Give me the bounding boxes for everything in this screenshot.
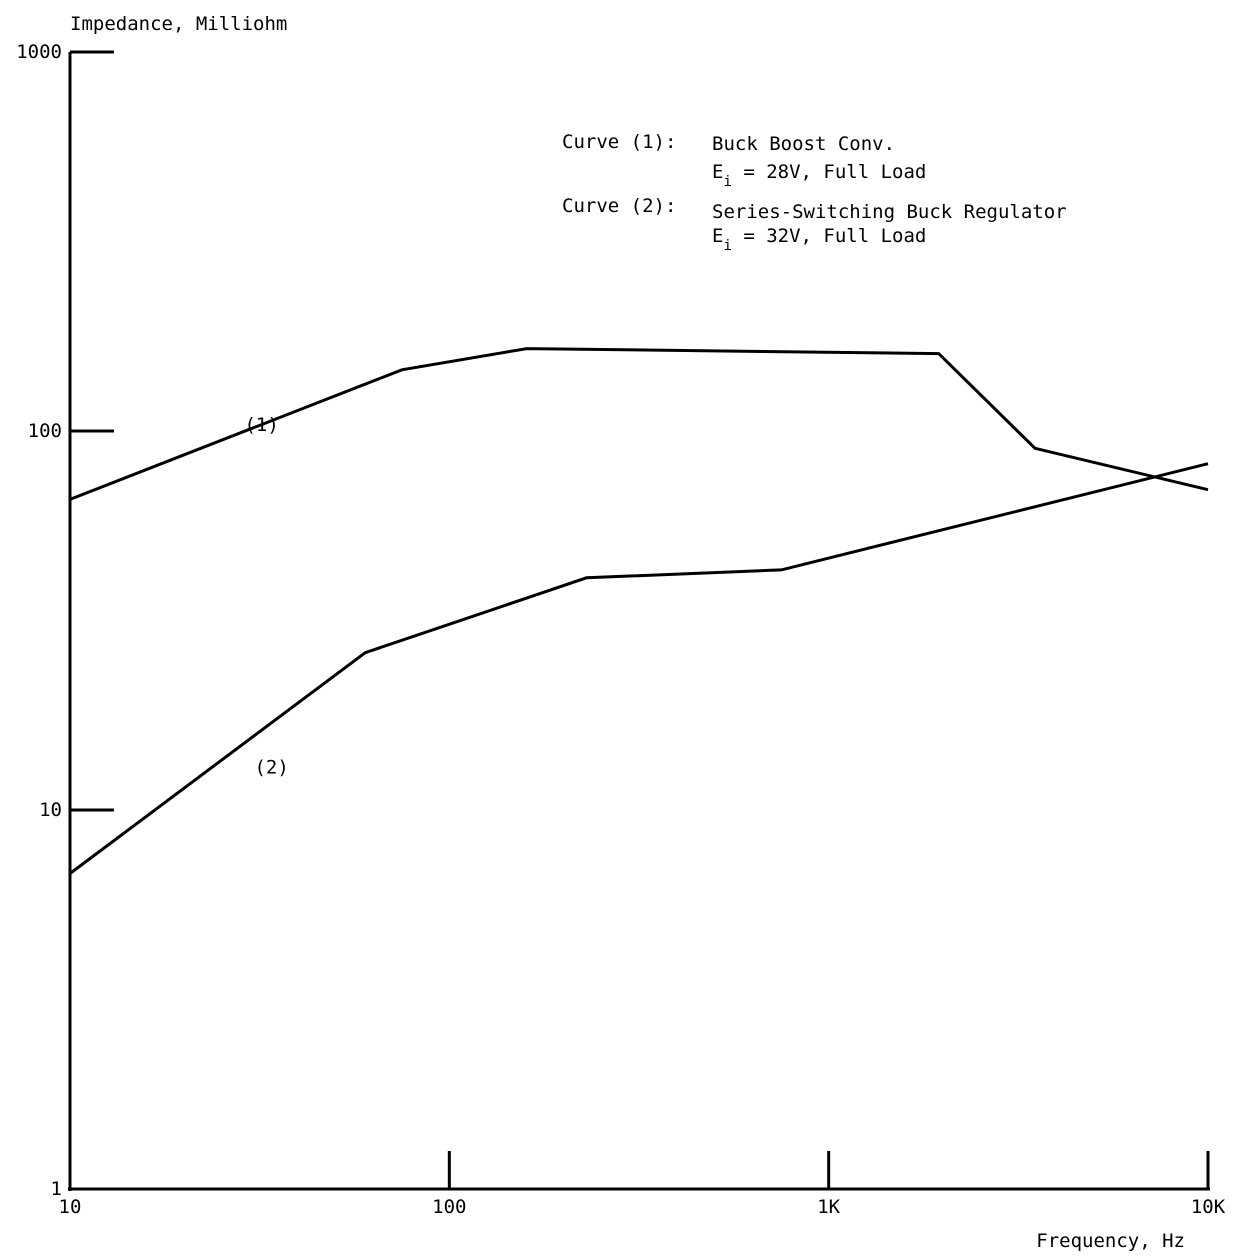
legend-curve-2-label: Curve (2): [562, 195, 676, 217]
y-tick-label: 1000 [16, 41, 62, 63]
series-lines [69, 347, 1209, 875]
legend: Curve (1): Buck Boost Conv. Ei = 28V, Fu… [562, 131, 1067, 254]
legend-curve-1-line1: Buck Boost Conv. [712, 133, 895, 155]
x-axis-label: Frequency, Hz [1036, 1230, 1185, 1252]
x-tick-label: 10 [59, 1196, 82, 1218]
x-tick-label: 10K [1191, 1196, 1226, 1218]
legend-curve-1-label: Curve (1): [562, 131, 676, 153]
y-tick-label: 100 [28, 420, 62, 442]
series-line-1 [69, 347, 1209, 501]
series-label-2: (2) [254, 756, 288, 778]
series-labels: (1) (2) [244, 414, 288, 778]
legend-curve-2-line1: Series-Switching Buck Regulator [712, 201, 1067, 223]
x-tick-label: 100 [432, 1196, 466, 1218]
y-tick-label: 10 [39, 799, 62, 821]
legend-curve-1-line2: Ei = 28V, Full Load [712, 161, 926, 190]
legend-curve-2-line2: Ei = 32V, Full Load [712, 225, 926, 254]
y-axis-ticks: 1 10 100 1000 [16, 41, 114, 1200]
series-line-2 [69, 462, 1209, 875]
x-axis-ticks: 10 100 1K 10K [59, 1151, 1226, 1218]
y-axis-label: Impedance, Milliohm [70, 13, 287, 35]
y-tick-label: 1 [51, 1178, 62, 1200]
series-label-1: (1) [244, 414, 278, 436]
x-tick-label: 1K [817, 1196, 840, 1218]
